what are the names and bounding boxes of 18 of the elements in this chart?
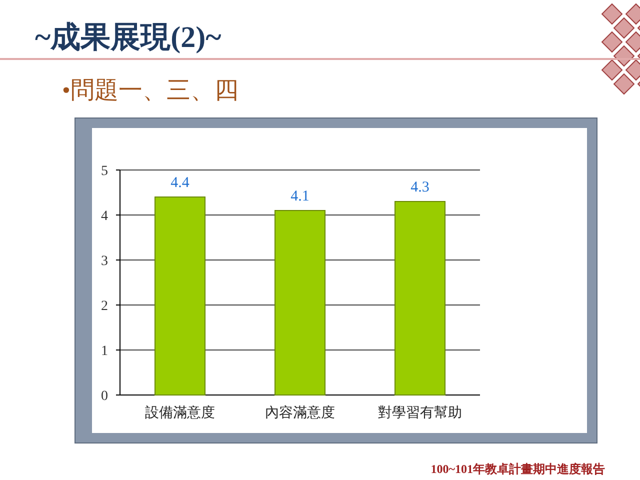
y-tick-label: 1 — [101, 344, 108, 359]
y-tick-label: 3 — [101, 254, 108, 269]
x-tick-label: 內容滿意度 — [265, 405, 335, 421]
x-tick-label: 對學習有幫助 — [378, 405, 462, 421]
bar — [274, 210, 326, 396]
y-tick-label: 4 — [101, 209, 108, 224]
data-label: 4.3 — [410, 180, 430, 196]
text: 100~101年教卓計畫期中進度報告 — [430, 462, 605, 476]
y-tick-label: 2 — [101, 299, 108, 314]
y-tick-label: 5 — [101, 164, 108, 179]
data-label: 4.1 — [290, 188, 310, 204]
data-label: 4.4 — [170, 175, 190, 191]
bar — [154, 196, 206, 396]
bar — [394, 201, 446, 396]
chart-subtitle: •問題一、三、四 — [62, 78, 238, 104]
x-tick-label: 設備滿意度 — [145, 405, 215, 421]
y-tick-label: 0 — [101, 389, 108, 404]
chart-title: ~成果展現(2)~ — [35, 21, 222, 54]
